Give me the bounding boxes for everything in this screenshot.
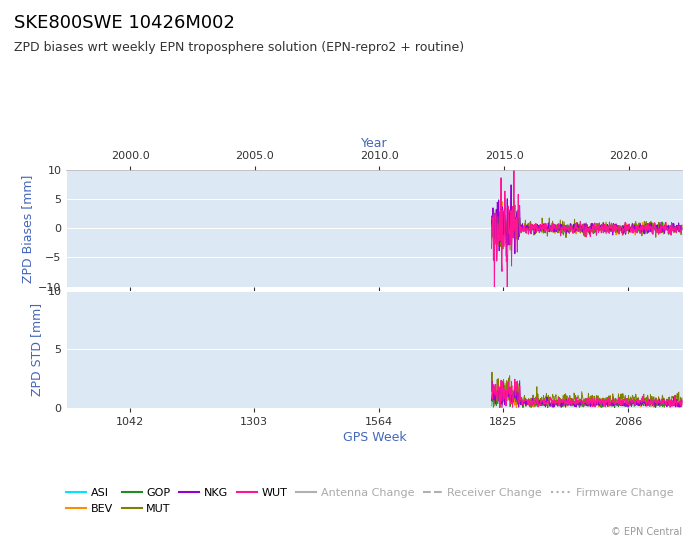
X-axis label: Year: Year	[361, 137, 388, 150]
Text: SKE800SWE 10426M002: SKE800SWE 10426M002	[14, 14, 235, 31]
Y-axis label: ZPD Biases [mm]: ZPD Biases [mm]	[21, 174, 34, 282]
Text: ZPD biases wrt weekly EPN troposphere solution (EPN-repro2 + routine): ZPD biases wrt weekly EPN troposphere so…	[14, 40, 464, 53]
Text: © EPN Central: © EPN Central	[611, 527, 682, 537]
Legend: ASI, BEV, GOP, MUT, NKG, WUT, Antenna Change, Receiver Change, Firmware Change: ASI, BEV, GOP, MUT, NKG, WUT, Antenna Ch…	[62, 484, 678, 518]
X-axis label: GPS Week: GPS Week	[343, 431, 406, 444]
Y-axis label: ZPD STD [mm]: ZPD STD [mm]	[31, 303, 43, 396]
